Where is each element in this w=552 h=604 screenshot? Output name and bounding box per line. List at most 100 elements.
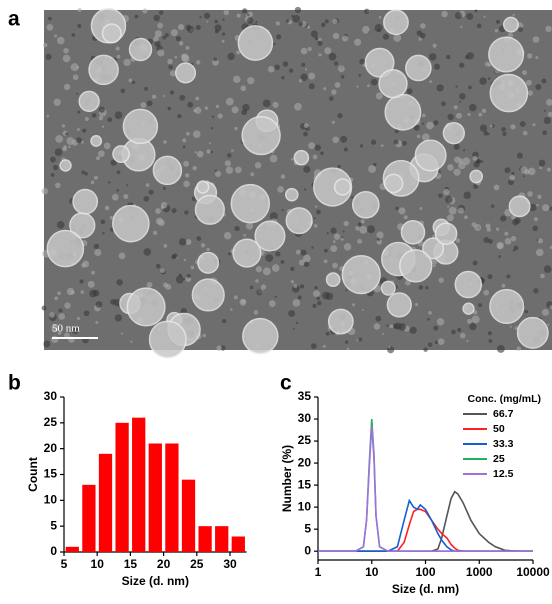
texture [206, 149, 211, 154]
texture [76, 92, 79, 95]
texture [70, 63, 79, 72]
texture [488, 239, 493, 244]
texture [427, 318, 430, 321]
particle [241, 115, 281, 156]
texture [487, 63, 492, 67]
texture [158, 219, 165, 227]
texture [71, 326, 79, 335]
texture [253, 310, 259, 315]
texture [120, 332, 123, 335]
texture [433, 120, 439, 126]
texture [342, 35, 349, 42]
texture [290, 280, 294, 284]
texture [82, 128, 87, 133]
bar [215, 526, 229, 552]
texture [338, 65, 345, 73]
texture [323, 248, 328, 253]
texture [457, 327, 462, 332]
texture [533, 288, 539, 294]
texture [425, 286, 429, 290]
particle [400, 219, 426, 245]
texture [485, 223, 491, 229]
texture [322, 344, 326, 348]
particle [191, 278, 225, 312]
texture [423, 347, 428, 352]
texture [54, 34, 58, 38]
texture [187, 101, 194, 108]
y-tick-label: 15 [44, 467, 58, 481]
texture [328, 96, 334, 101]
texture [389, 324, 394, 329]
texture [152, 94, 157, 99]
bar [181, 479, 196, 552]
texture [454, 156, 461, 164]
particle [325, 272, 341, 288]
texture [459, 332, 466, 339]
texture [62, 54, 71, 63]
y-tick-label: 10 [298, 499, 312, 513]
texture [196, 150, 204, 158]
texture [249, 285, 254, 290]
y-tick-label: 20 [44, 441, 58, 455]
texture [95, 321, 99, 325]
texture [419, 207, 423, 210]
series-line [318, 508, 533, 552]
texture [175, 35, 182, 42]
particle [313, 167, 353, 207]
bar [82, 484, 96, 552]
texture [76, 128, 80, 131]
texture [516, 346, 522, 351]
texture [290, 158, 294, 161]
bar [198, 526, 212, 552]
texture [162, 282, 168, 288]
texture [489, 124, 493, 128]
texture [110, 298, 116, 305]
texture [454, 11, 463, 20]
particle [516, 316, 549, 349]
series-line [318, 425, 533, 552]
particle [237, 25, 274, 61]
x-tick-label: 15 [124, 557, 138, 571]
texture [519, 121, 526, 127]
particle [384, 93, 422, 131]
texture [438, 277, 444, 283]
texture [483, 237, 490, 243]
texture [496, 19, 501, 24]
texture [108, 181, 111, 184]
bar [148, 443, 162, 552]
texture [376, 231, 384, 239]
texture [532, 36, 540, 43]
texture [343, 220, 349, 227]
particle [489, 73, 529, 113]
texture [182, 277, 186, 280]
particle [351, 190, 380, 219]
texture [318, 37, 322, 42]
texture [418, 285, 424, 290]
texture [314, 286, 318, 290]
particle [386, 292, 412, 318]
texture [549, 245, 552, 250]
texture [303, 254, 311, 263]
texture [291, 14, 294, 18]
particle [196, 180, 210, 194]
texture [367, 84, 370, 88]
particle [399, 249, 433, 283]
texture [46, 114, 50, 118]
texture [77, 8, 82, 12]
texture [436, 317, 445, 326]
texture [374, 24, 383, 32]
texture [542, 130, 547, 136]
y-tick-label: 5 [50, 518, 57, 532]
texture [116, 170, 121, 175]
texture [87, 280, 95, 288]
texture [493, 184, 500, 191]
texture [337, 164, 341, 168]
texture [426, 121, 434, 130]
particle [148, 320, 187, 359]
texture [479, 77, 487, 85]
texture [512, 249, 516, 252]
texture [223, 231, 232, 240]
texture [49, 312, 55, 318]
texture [437, 338, 445, 345]
particle [112, 145, 130, 163]
